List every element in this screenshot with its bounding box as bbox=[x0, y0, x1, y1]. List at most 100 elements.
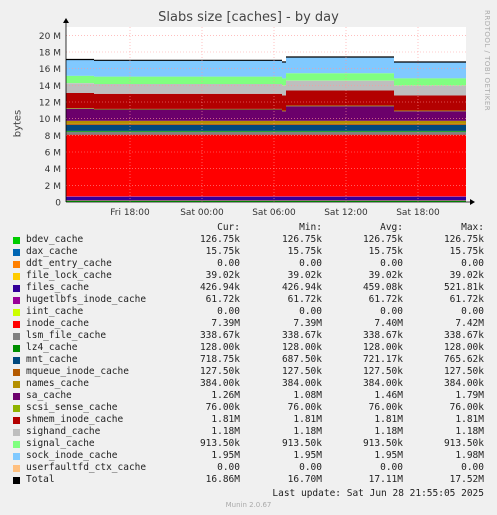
legend-avg: 76.00k bbox=[368, 402, 403, 413]
legend-name: dax_cache bbox=[26, 246, 78, 257]
area-band-lz4_cache bbox=[94, 130, 282, 132]
area-band-hugetlbfs_inode_cache bbox=[94, 196, 282, 197]
legend-row: bdev_cache 126.75k 126.75k 126.75k 126.75k bbox=[0, 234, 497, 246]
legend-avg: 0.00 bbox=[380, 258, 403, 269]
legend-row: sock_inode_cache 1.95M 1.95M 1.95M 1.98M bbox=[0, 450, 497, 462]
legend-swatch bbox=[13, 345, 20, 352]
legend-row: mqueue_inode_cache 127.50k 127.50k 127.50k 1… bbox=[0, 366, 497, 378]
legend-row: lz4_cache 128.00k 128.00k 128.00k 128.00k bbox=[0, 342, 497, 354]
legend-row: shmem_inode_cache 1.81M 1.81M 1.81M 1.81M bbox=[0, 414, 497, 426]
area-band-scsi_sense_cache bbox=[94, 108, 282, 110]
legend-name: sock_inode_cache bbox=[26, 450, 118, 461]
legend-max: 127.50k bbox=[443, 366, 484, 377]
legend-swatch bbox=[13, 477, 20, 484]
legend-row: sa_cache 1.26M 1.08M 1.46M 1.79M bbox=[0, 390, 497, 402]
legend-min: 426.94k bbox=[281, 282, 322, 293]
area-band-lz4_cache bbox=[286, 130, 394, 132]
area-band-lz4_cache bbox=[282, 130, 286, 132]
legend-avg: 128.00k bbox=[362, 342, 403, 353]
area-band-sa_cache bbox=[94, 109, 282, 121]
legend-cur: 338.67k bbox=[199, 330, 240, 341]
area-band-sock_inode_cache bbox=[282, 62, 286, 79]
legend-swatch bbox=[13, 261, 20, 268]
legend-swatch bbox=[13, 465, 20, 472]
legend-max: 913.50k bbox=[443, 438, 484, 449]
y-tick-label: 18 M bbox=[39, 49, 61, 59]
legend-row: inode_cache 7.39M 7.39M 7.40M 7.42M bbox=[0, 318, 497, 330]
legend-swatch bbox=[13, 453, 20, 460]
legend-row: iint_cache 0.00 0.00 0.00 0.00 bbox=[0, 306, 497, 318]
col-min: Min: bbox=[299, 222, 322, 233]
y-tick-label: 10 M bbox=[39, 115, 61, 125]
area-band-inode_cache bbox=[94, 134, 282, 197]
legend-row: files_cache 426.94k 426.94k 459.08k 521.81k bbox=[0, 282, 497, 294]
legend-name: sighand_cache bbox=[26, 426, 101, 437]
col-avg: Avg: bbox=[380, 222, 403, 233]
legend-min: 338.67k bbox=[281, 330, 322, 341]
legend-swatch bbox=[13, 429, 20, 436]
legend-row: mnt_cache 718.75k 687.50k 721.17k 765.62k bbox=[0, 354, 497, 366]
area-band-lsm_file_cache bbox=[66, 131, 94, 135]
legend-swatch bbox=[13, 405, 20, 412]
area-band-mqueue_inode_cache bbox=[286, 123, 394, 125]
area-band-scsi_sense_cache bbox=[394, 110, 466, 112]
munin-version: Munin 2.0.67 bbox=[225, 501, 272, 509]
y-tick-label: 8 M bbox=[45, 132, 61, 142]
legend-max: 15.75k bbox=[449, 246, 484, 257]
legend-swatch bbox=[13, 357, 20, 364]
legend-min: 7.39M bbox=[293, 318, 322, 329]
last-update: Last update: Sat Jun 28 21:55:05 2025 bbox=[272, 488, 484, 499]
area-band-lz4_cache bbox=[394, 130, 466, 132]
x-tick-label: Fri 18:00 bbox=[110, 208, 150, 218]
legend-name: file_lock_cache bbox=[26, 270, 112, 281]
legend-swatch bbox=[13, 273, 20, 280]
area-band-mnt_cache bbox=[286, 125, 394, 131]
y-axis-arrow bbox=[63, 18, 69, 23]
area-band-mnt_cache bbox=[394, 125, 466, 131]
legend-avg: 0.00 bbox=[380, 306, 403, 317]
legend-cur: 128.00k bbox=[199, 342, 240, 353]
legend-name: Total bbox=[26, 474, 55, 485]
legend-max: 0.00 bbox=[461, 462, 484, 473]
legend-cur: 76.00k bbox=[205, 402, 240, 413]
legend-avg: 1.95M bbox=[374, 450, 403, 461]
legend-avg: 1.81M bbox=[374, 414, 403, 425]
legend-cur: 0.00 bbox=[217, 306, 240, 317]
x-tick-label: Sat 06:00 bbox=[252, 208, 296, 218]
area-band-files_cache bbox=[394, 196, 466, 201]
legend-cur: 0.00 bbox=[217, 462, 240, 473]
area-band-names_cache bbox=[286, 120, 394, 124]
area-band-files_cache bbox=[286, 196, 394, 201]
area-band-mqueue_inode_cache bbox=[282, 123, 286, 125]
legend-avg: 126.75k bbox=[362, 234, 403, 245]
legend-name: mnt_cache bbox=[26, 354, 78, 365]
y-tick-label: 4 M bbox=[45, 165, 61, 175]
area-band-shmem_inode_cache bbox=[94, 93, 282, 109]
legend-swatch bbox=[13, 417, 20, 424]
x-tick-label: Sat 12:00 bbox=[324, 208, 368, 218]
legend-max: 126.75k bbox=[443, 234, 484, 245]
legend-avg: 61.72k bbox=[368, 294, 403, 305]
legend-name: scsi_sense_cache bbox=[26, 402, 118, 413]
legend-min: 1.08M bbox=[293, 390, 322, 401]
legend-swatch bbox=[13, 237, 20, 244]
area-band-hugetlbfs_inode_cache bbox=[394, 196, 466, 197]
legend-min: 1.81M bbox=[293, 414, 322, 425]
legend-swatch bbox=[13, 369, 20, 376]
area-band-names_cache bbox=[66, 120, 94, 124]
legend-name: inode_cache bbox=[26, 318, 89, 329]
area-band-files_cache bbox=[94, 196, 282, 201]
area-band-bdev_cache bbox=[394, 201, 466, 202]
y-tick-label: 12 M bbox=[39, 99, 61, 109]
legend-cur: 126.75k bbox=[199, 234, 240, 245]
area-band-bdev_cache bbox=[282, 201, 286, 202]
legend-min: 127.50k bbox=[281, 366, 322, 377]
area-band-bdev_cache bbox=[94, 201, 282, 202]
area-band-sa_cache bbox=[394, 111, 466, 121]
legend-max: 76.00k bbox=[449, 402, 484, 413]
area-band-lsm_file_cache bbox=[286, 131, 394, 135]
x-axis-arrow bbox=[470, 199, 475, 205]
legend-max: 1.98M bbox=[455, 450, 484, 461]
area-band-mnt_cache bbox=[66, 125, 94, 131]
legend-max: 338.67k bbox=[443, 330, 484, 341]
